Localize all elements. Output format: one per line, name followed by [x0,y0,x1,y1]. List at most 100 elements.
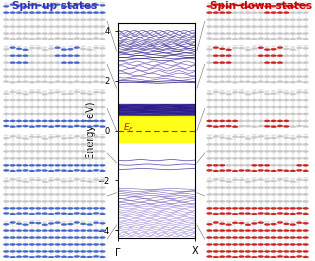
Circle shape [93,222,99,224]
Circle shape [226,150,232,152]
Circle shape [226,212,232,215]
Circle shape [290,223,296,226]
Circle shape [100,244,105,246]
Circle shape [29,207,35,210]
Circle shape [67,244,73,246]
Circle shape [61,93,67,95]
Circle shape [61,62,67,64]
Circle shape [303,134,308,135]
Circle shape [3,137,9,139]
Circle shape [207,3,212,4]
Circle shape [62,46,66,48]
Circle shape [29,81,35,84]
Circle shape [207,48,212,50]
Circle shape [16,32,22,35]
Circle shape [213,193,219,195]
Circle shape [303,186,308,189]
Circle shape [42,49,48,51]
Circle shape [16,213,22,215]
Circle shape [220,45,225,47]
Circle shape [74,221,80,224]
Circle shape [23,113,28,115]
Circle shape [303,222,308,224]
Circle shape [93,55,99,57]
Circle shape [207,120,212,122]
Circle shape [42,169,48,172]
Circle shape [258,169,264,171]
Circle shape [100,136,105,138]
Circle shape [232,113,238,115]
Circle shape [67,120,73,122]
Circle shape [264,256,270,258]
Circle shape [219,229,225,232]
Circle shape [284,213,289,215]
Circle shape [258,4,264,6]
Circle shape [80,207,86,210]
Circle shape [74,143,80,146]
Circle shape [61,213,67,215]
Circle shape [251,207,257,210]
Circle shape [239,45,244,46]
Circle shape [67,81,73,83]
Circle shape [246,46,250,48]
Circle shape [232,91,238,93]
Circle shape [245,11,251,14]
Circle shape [238,26,244,28]
Circle shape [43,178,47,180]
Circle shape [251,81,257,84]
Circle shape [245,150,251,152]
Circle shape [207,178,212,179]
Circle shape [219,120,225,122]
Circle shape [55,219,60,221]
Circle shape [245,244,251,246]
Circle shape [29,143,35,146]
Circle shape [296,212,302,215]
Circle shape [284,113,289,115]
Circle shape [258,120,264,122]
Circle shape [284,5,289,7]
Circle shape [48,136,54,138]
Circle shape [61,137,67,139]
Circle shape [100,55,105,57]
Circle shape [16,38,22,40]
Circle shape [271,256,277,258]
Circle shape [251,170,257,172]
Circle shape [303,92,308,94]
Circle shape [87,126,93,128]
Circle shape [87,221,92,223]
Circle shape [74,26,80,28]
Circle shape [284,170,289,172]
Circle shape [29,213,35,215]
Circle shape [264,69,270,71]
Circle shape [74,11,80,14]
Circle shape [16,143,22,146]
Circle shape [271,55,277,57]
Circle shape [67,229,73,232]
Circle shape [61,120,67,122]
Circle shape [81,45,85,47]
Circle shape [93,47,99,49]
Circle shape [271,48,277,50]
Circle shape [55,135,60,138]
Circle shape [219,213,225,215]
Circle shape [16,180,22,182]
Circle shape [87,150,93,152]
Text: $E_F$: $E_F$ [123,122,134,134]
Circle shape [3,193,9,195]
Circle shape [42,120,48,122]
Circle shape [290,150,296,152]
Circle shape [303,99,308,101]
Circle shape [23,69,28,71]
Circle shape [100,62,105,64]
Circle shape [258,106,264,108]
Circle shape [245,169,251,172]
Circle shape [264,193,270,195]
Circle shape [93,32,99,35]
Circle shape [62,3,66,5]
Circle shape [74,99,80,101]
Circle shape [245,38,251,40]
Circle shape [48,99,54,101]
Circle shape [23,157,28,159]
Circle shape [23,178,28,180]
Circle shape [238,143,244,146]
